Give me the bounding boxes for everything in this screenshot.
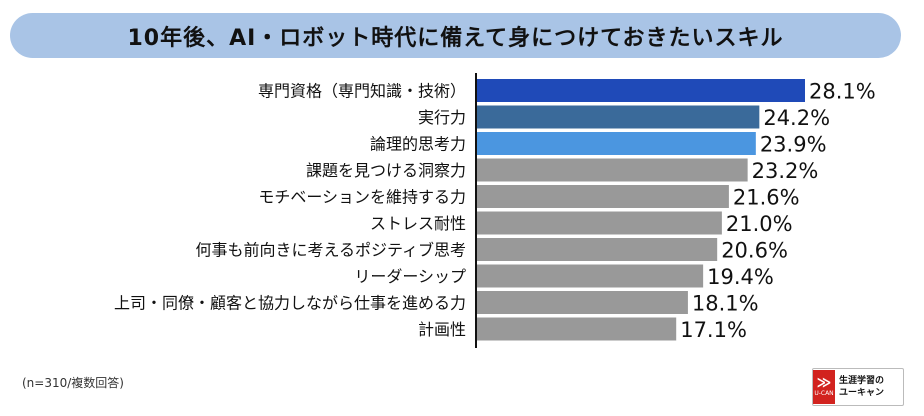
bar [476,238,718,261]
category-label: 論理的思考力 [370,135,466,154]
value-label: 17.1% [680,318,747,342]
ucan-mark-glyph: ≫ [816,375,832,391]
value-label: 23.2% [752,159,819,183]
category-label: 専門資格（専門知識・技術） [258,82,466,101]
title-banner: 10年後、AI・ロボット時代に備えて身につけておきたいスキル [10,13,901,58]
bar [476,132,756,155]
category-label: 上司・同僚・顧客と協力しながら仕事を進める力 [114,294,466,313]
value-label: 28.1% [809,80,876,104]
value-label: 20.6% [721,239,788,263]
value-label: 18.1% [692,292,759,316]
category-label: 何事も前向きに考えるポジティブ思考 [195,241,466,260]
logo-line2: ユーキャン [839,388,885,398]
category-label: 計画性 [418,320,466,339]
bar [476,158,748,182]
sample-note: (n=310/複数回答) [22,376,124,390]
bar [476,264,704,288]
value-label: 21.6% [733,186,800,210]
bar [476,291,688,314]
category-label: 実行力 [418,108,466,127]
category-label: 課題を見つける洞察力 [306,161,466,180]
bar [476,211,722,235]
logo-line1: 生涯学習の [839,376,885,386]
ucan-logo-text: 生涯学習の ユーキャン [835,375,884,399]
category-label: リーダーシップ [354,267,466,286]
ucan-logo: ≫ U-CAN 生涯学習の ユーキャン [812,368,904,406]
bar [476,317,677,341]
value-label: 23.9% [760,133,827,157]
value-label: 24.2% [763,106,830,130]
ucan-mark-text: U-CAN [814,390,834,397]
bar [476,79,805,102]
value-label: 21.0% [726,212,793,236]
ucan-mark-icon: ≫ U-CAN [813,370,835,404]
chart-title: 10年後、AI・ロボット時代に備えて身につけておきたいスキル [127,25,784,51]
category-label: ストレス耐性 [370,214,466,233]
value-label: 19.4% [707,265,774,289]
bar [476,185,729,208]
category-label: モチベーションを維持する力 [258,188,466,207]
bar [476,105,760,129]
